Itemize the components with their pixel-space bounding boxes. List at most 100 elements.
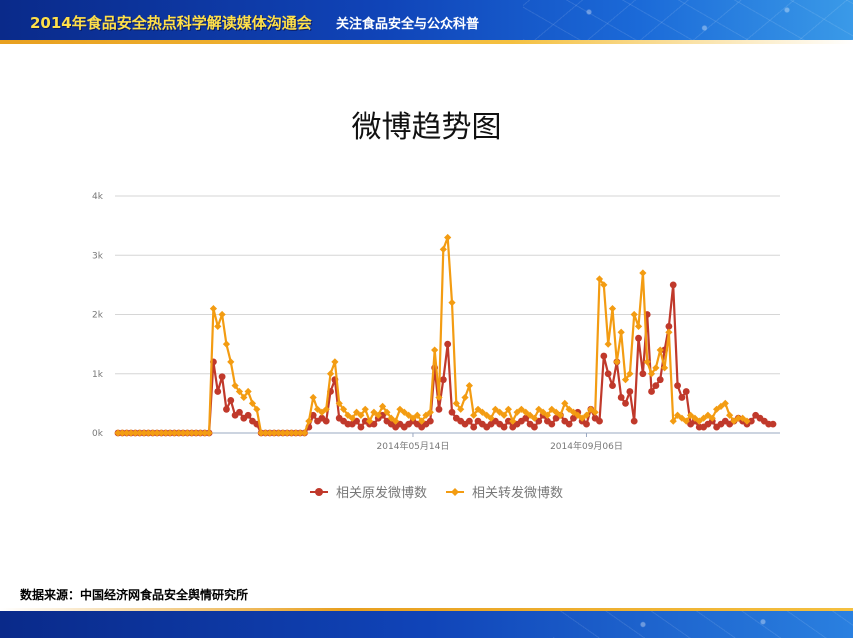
- series2-point: [530, 414, 539, 422]
- series2-point: [461, 393, 469, 402]
- series2-point: [118, 429, 126, 437]
- series2-point: [695, 417, 703, 425]
- series-line-1: [118, 283, 773, 435]
- series2-point: [522, 408, 530, 416]
- series2-point: [235, 387, 244, 396]
- series2-point: [626, 370, 634, 378]
- series2-point: [699, 414, 708, 422]
- series2-point: [274, 429, 283, 437]
- series1-point: [626, 388, 634, 395]
- legend-swatch-marker-1: [315, 488, 323, 496]
- y-tick-label: 1k: [92, 370, 104, 380]
- series2-point: [539, 408, 547, 416]
- series2-point: [470, 411, 478, 419]
- series2-point: [318, 408, 326, 416]
- series2-point: [656, 346, 664, 354]
- series1-point: [678, 394, 686, 401]
- series2-point: [335, 399, 343, 407]
- series2-point: [405, 411, 413, 419]
- series2-point: [331, 358, 339, 366]
- series1-point: [214, 388, 222, 395]
- y-tick-label: 2k: [92, 311, 104, 321]
- series2-point: [140, 429, 148, 437]
- series2-point: [686, 411, 695, 419]
- series1-point: [617, 394, 625, 401]
- series1-point: [548, 420, 556, 428]
- series1-point: [665, 322, 673, 330]
- series2-point: [478, 408, 486, 416]
- series1-point: [236, 408, 243, 416]
- series2-point: [370, 408, 378, 416]
- series1-point: [682, 388, 690, 395]
- series2-point: [474, 405, 482, 413]
- series2-point: [587, 405, 595, 413]
- series2-point: [244, 387, 252, 396]
- series1-point: [426, 417, 434, 425]
- series2-point: [170, 429, 178, 437]
- series2-point: [175, 429, 183, 437]
- y-tick-label: 4k: [92, 192, 104, 202]
- series2-point: [669, 417, 677, 425]
- series2-point: [296, 429, 304, 437]
- series2-point: [643, 358, 651, 366]
- series2-point: [279, 429, 287, 437]
- series2-point: [166, 429, 174, 437]
- page-title: 微博趋势图: [351, 110, 502, 145]
- series2-point: [396, 405, 404, 413]
- series2-point: [192, 429, 200, 437]
- series2-point: [608, 304, 617, 313]
- series2-point: [418, 417, 426, 425]
- series2-point: [504, 405, 512, 413]
- series2-point: [188, 429, 196, 437]
- series2-point: [435, 393, 443, 402]
- series2-point: [352, 408, 361, 416]
- series2-point: [374, 411, 382, 419]
- series2-point: [552, 408, 560, 416]
- series2-point: [634, 322, 643, 330]
- series2-point: [357, 411, 365, 419]
- x-tick-label: 2014年09月06日: [550, 440, 623, 452]
- series1-point: [652, 382, 660, 389]
- y-tick-label: 0k: [92, 429, 104, 439]
- series2-point: [465, 382, 473, 390]
- series2-point: [322, 405, 330, 413]
- series1-point: [531, 423, 538, 431]
- banner-title: 2014年食品安全热点科学解读媒体沟通会: [30, 14, 312, 32]
- series2-point: [339, 405, 348, 413]
- series2-point: [595, 275, 604, 283]
- series2-point: [431, 346, 439, 354]
- series2-point: [383, 408, 391, 416]
- series2-point: [439, 245, 447, 253]
- series2-point: [422, 411, 430, 419]
- footer-stripe: [0, 608, 853, 611]
- series1-point: [596, 417, 603, 425]
- legend-label-2: 相关转发微博数: [472, 485, 563, 501]
- series2-point: [387, 414, 395, 422]
- series1-point: [565, 420, 573, 428]
- series1-point: [223, 405, 230, 413]
- legend-label-1: 相关原发微博数: [336, 485, 427, 501]
- series1-point: [522, 414, 530, 422]
- series1-point: [227, 397, 235, 404]
- series2-point: [726, 411, 734, 419]
- series2-point: [574, 411, 582, 419]
- series2-point: [413, 411, 421, 419]
- series1-point: [609, 382, 616, 389]
- series2-point: [409, 414, 417, 422]
- series2-point: [561, 399, 569, 407]
- series2-point: [630, 310, 638, 319]
- series2-point: [513, 408, 521, 416]
- series2-point: [743, 417, 751, 425]
- banner-decoration: [523, 0, 853, 40]
- series2-point: [218, 310, 226, 319]
- series2-point: [196, 429, 205, 437]
- series2-point: [613, 358, 621, 366]
- series2-point: [257, 429, 265, 437]
- series1-point: [600, 352, 608, 360]
- series2-point: [144, 429, 152, 437]
- series2-point: [678, 414, 686, 422]
- series2-point: [730, 417, 738, 425]
- series2-point: [157, 429, 165, 437]
- footer-banner: [0, 608, 853, 638]
